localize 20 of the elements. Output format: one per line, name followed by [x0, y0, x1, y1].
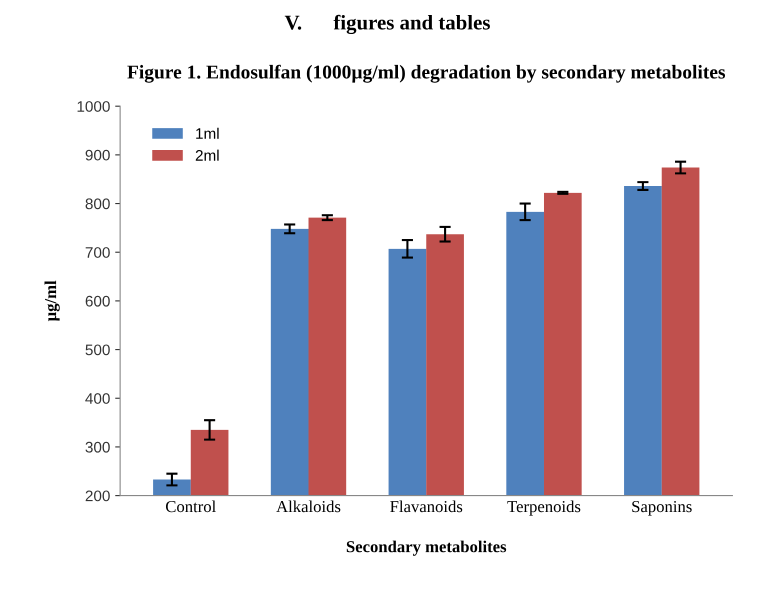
x-tick-label: Alkaloids: [276, 500, 340, 512]
x-tick-label: Saponins: [632, 500, 692, 516]
chart-title: Figure 1. Endosulfan (1000µg/ml) degradation by secondary metabolites: [127, 64, 726, 83]
x-tick-label: Flavanoids: [390, 500, 462, 512]
text: V. figures and tables: [284, 14, 490, 34]
y-axis-title: µg/ml: [44, 280, 60, 322]
y-tick-label: 700: [86, 247, 110, 258]
y-tick-label: 400: [85, 393, 110, 404]
y-tick-label: 900: [86, 150, 110, 161]
legend-label: 2ml: [196, 150, 219, 161]
y-tick-label: 500: [86, 344, 110, 356]
legend-label: 1ml: [196, 128, 219, 139]
x-tick-label: Control: [166, 500, 216, 512]
y-tick-label: 200: [86, 490, 110, 502]
x-tick-label: Terpenoids: [507, 500, 580, 516]
y-tick-label: 300: [86, 442, 110, 453]
y-tick-label: 800: [86, 198, 110, 210]
x-axis-title: Secondary metabolites: [346, 540, 506, 556]
y-tick-label: 600: [86, 296, 110, 307]
y-tick-label: 1000: [78, 101, 110, 112]
